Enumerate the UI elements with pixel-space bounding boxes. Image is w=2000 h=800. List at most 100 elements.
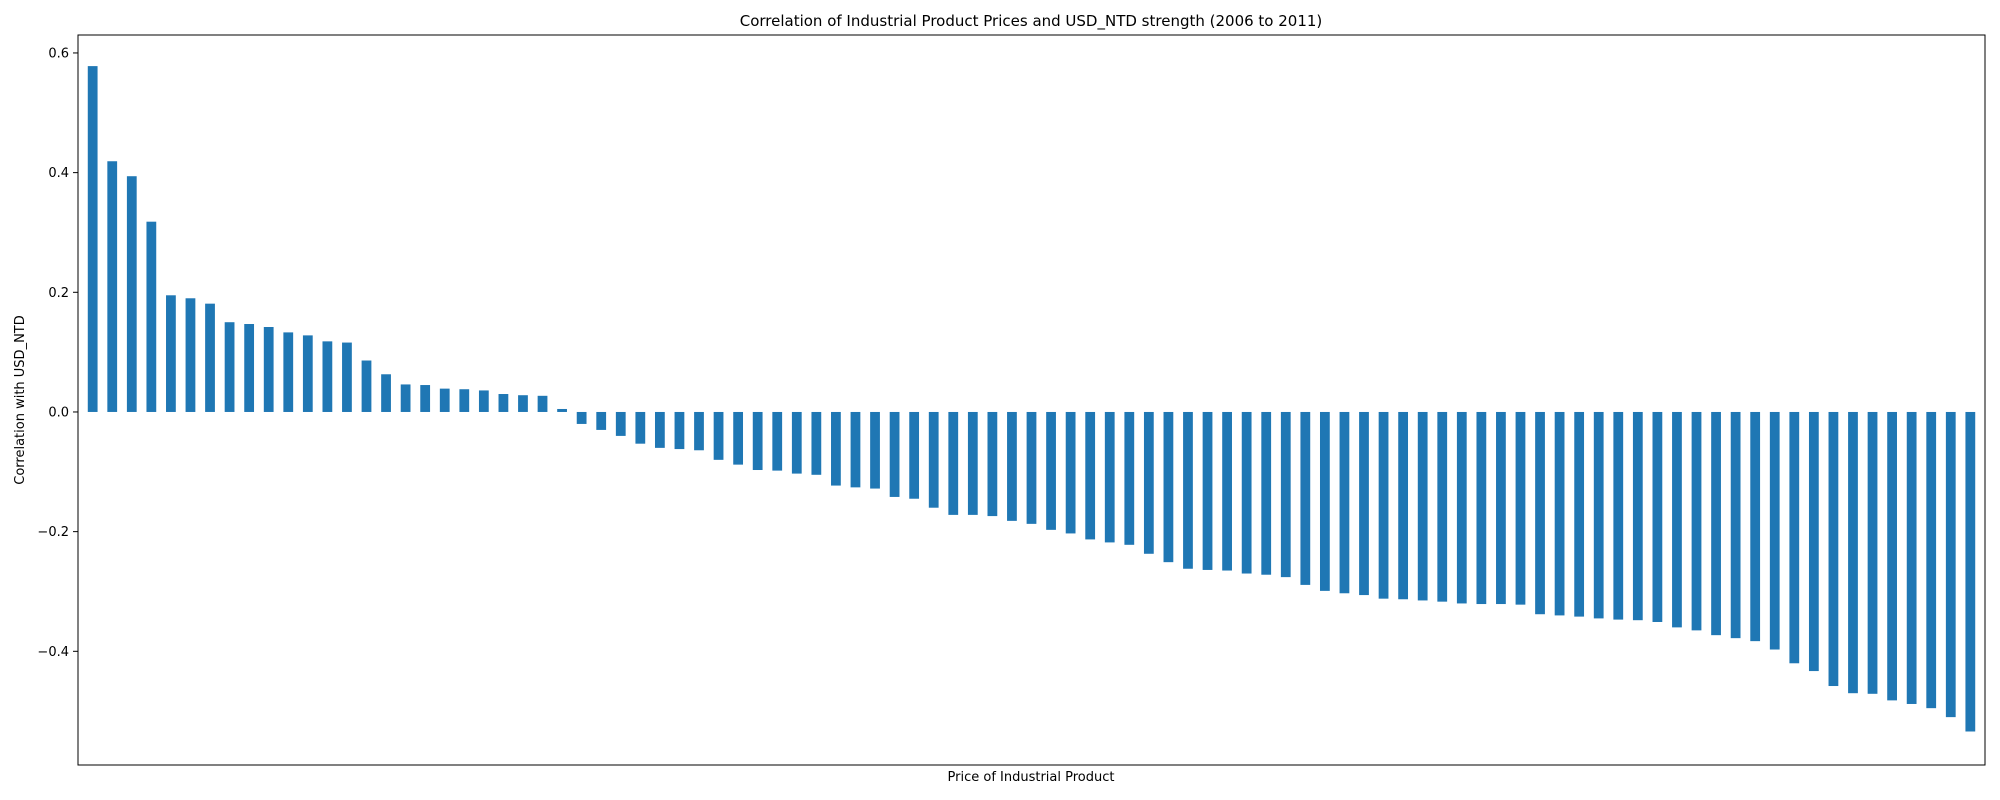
bar [1945, 411, 1956, 718]
bar [126, 176, 137, 412]
bar [1143, 411, 1154, 554]
bar [518, 395, 528, 412]
bar [1359, 411, 1369, 596]
bar [1828, 411, 1839, 687]
bar [615, 411, 626, 436]
bar [928, 411, 939, 508]
y-axis-label: Correlation with USD_NTD [13, 315, 28, 484]
bar [1574, 411, 1585, 617]
bar [439, 388, 450, 412]
bar [850, 411, 861, 488]
bar [831, 411, 841, 486]
bar [224, 322, 235, 412]
bar [459, 389, 470, 412]
bar [870, 411, 880, 489]
bar [1848, 411, 1858, 694]
bar [674, 411, 685, 450]
bar [1632, 411, 1643, 621]
bar [791, 411, 802, 474]
y-tick-label: 0.0 [48, 405, 69, 420]
bar [205, 303, 215, 412]
y-tick-label: −0.2 [37, 525, 69, 540]
bar [244, 324, 255, 412]
bar [1437, 411, 1448, 602]
bar [1672, 411, 1682, 628]
bar [361, 360, 372, 412]
bar [1280, 411, 1291, 578]
bar [1300, 411, 1311, 585]
bar [1554, 411, 1565, 616]
bar [1789, 411, 1800, 664]
bar [166, 295, 176, 412]
bar [1417, 411, 1428, 601]
bar [1965, 411, 1976, 732]
bar [322, 341, 333, 412]
bar [694, 411, 704, 451]
bar [381, 374, 391, 412]
bar [576, 411, 587, 424]
bar [654, 411, 665, 448]
bar [400, 384, 411, 412]
bar [596, 411, 607, 430]
bar [1711, 411, 1721, 636]
bar [1124, 411, 1135, 545]
bar [1691, 411, 1702, 631]
bar [752, 411, 763, 471]
bar [1613, 411, 1624, 620]
bar [107, 161, 118, 412]
bar [1652, 411, 1663, 622]
bar [811, 411, 822, 475]
x-axis-label: Price of Industrial Product [948, 770, 1115, 785]
bar [1222, 411, 1232, 571]
bar [342, 342, 352, 412]
bar [987, 411, 998, 517]
bar [635, 411, 646, 444]
bar [557, 408, 567, 412]
bar [1085, 411, 1096, 540]
bar [1496, 411, 1506, 605]
bar [713, 411, 724, 460]
bar [1163, 411, 1174, 563]
bar [1906, 411, 1917, 704]
bar [1887, 411, 1897, 701]
y-tick-label: 0.4 [48, 166, 69, 181]
bar [1515, 411, 1526, 605]
bar [498, 394, 509, 412]
bar [1026, 411, 1037, 524]
bar [909, 411, 920, 499]
bar [1769, 411, 1780, 650]
bar [967, 411, 978, 515]
bar [1730, 411, 1741, 639]
bar [1750, 411, 1761, 642]
y-tick-label: −0.4 [37, 645, 69, 660]
bar [420, 385, 431, 412]
bar [1398, 411, 1409, 600]
bar [733, 411, 744, 465]
bar [185, 298, 196, 412]
bar [948, 411, 959, 515]
bar [1926, 411, 1937, 709]
bar [283, 332, 294, 412]
bar [302, 335, 313, 412]
bar [1261, 411, 1272, 575]
bar [87, 66, 98, 412]
bar [889, 411, 900, 497]
bar [1456, 411, 1467, 604]
bar [1104, 411, 1115, 543]
bar [1065, 411, 1076, 534]
bar [263, 327, 274, 412]
bar [1476, 411, 1487, 605]
bar [1319, 411, 1330, 591]
chart-title: Correlation of Industrial Product Prices… [740, 12, 1323, 31]
bars-group [87, 66, 1976, 732]
y-tick-label: 0.6 [48, 46, 69, 61]
bar [1183, 411, 1193, 569]
bar [1535, 411, 1545, 615]
bar [1046, 411, 1056, 530]
y-tick-label: 0.2 [48, 286, 69, 301]
bar [1241, 411, 1252, 574]
bar [478, 390, 489, 412]
bar [1378, 411, 1389, 599]
bar [537, 395, 548, 412]
